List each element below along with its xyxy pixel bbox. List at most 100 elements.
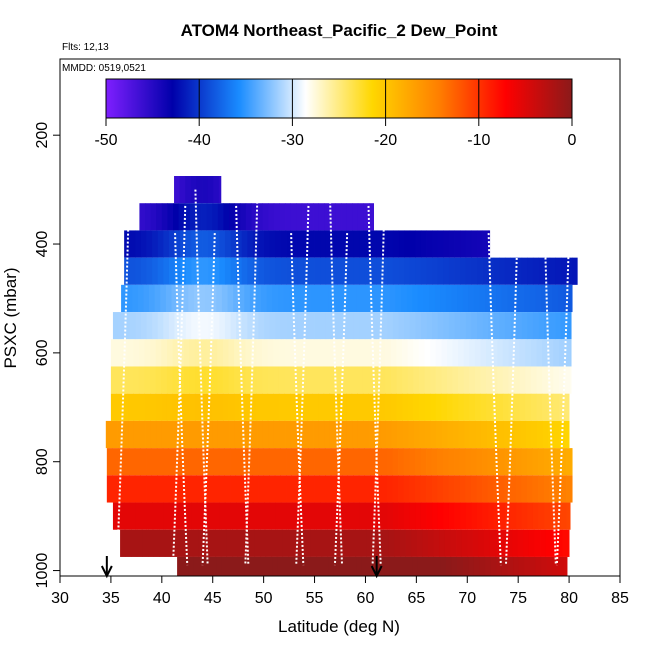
heatmap-cell [146, 475, 153, 503]
heatmap-cell [507, 284, 514, 313]
heatmap-cell [407, 366, 414, 394]
heatmap-cell [206, 393, 213, 421]
y-tick-label: 800 [34, 448, 51, 475]
heatmap-cell [312, 393, 319, 421]
heatmap-cell [376, 502, 383, 530]
heatmap-cell [189, 393, 196, 421]
heatmap-cell [190, 448, 197, 476]
heatmap-cell [129, 502, 136, 530]
heatmap-cell [419, 420, 426, 449]
heatmap-cell [256, 366, 263, 394]
heatmap-cell [222, 393, 229, 421]
heatmap-cell [413, 339, 420, 367]
heatmap-cell [300, 284, 307, 313]
heatmap-cell [319, 448, 326, 476]
heatmap-cell [273, 203, 280, 231]
heatmap-cell [398, 448, 405, 476]
heatmap-cell [345, 556, 352, 576]
heatmap-cell [208, 257, 215, 285]
heatmap-cell [411, 529, 418, 557]
heatmap-cell [538, 502, 545, 530]
heatmap-cell [182, 556, 189, 576]
heatmap-cell [340, 393, 347, 421]
heatmap-cell [469, 366, 476, 394]
heatmap-cell [247, 312, 254, 340]
heatmap-cell [106, 448, 113, 476]
heatmap-cell [448, 230, 455, 258]
heatmap-cell [196, 502, 203, 530]
heatmap-cell [389, 556, 396, 576]
heatmap-cell [313, 420, 320, 449]
x-tick-label: 60 [357, 590, 375, 607]
heatmap-cell [412, 556, 419, 576]
heatmap-cell [188, 284, 195, 313]
heatmap-cell [476, 448, 483, 476]
heatmap-cell [262, 366, 269, 394]
heatmap-cell [124, 230, 131, 258]
heatmap-cell [201, 203, 208, 231]
heatmap-cell [189, 203, 196, 231]
heatmap-cell [508, 339, 515, 367]
heatmap-cell [250, 366, 257, 394]
heatmap-cell [125, 529, 132, 557]
heatmap-cell [346, 203, 353, 231]
heatmap-cell [545, 529, 552, 557]
heatmap-cell [328, 284, 335, 313]
heatmap-cell [381, 312, 388, 340]
heatmap-cell [390, 339, 397, 367]
heatmap-cell [537, 420, 544, 449]
heatmap-cell [362, 339, 369, 367]
heatmap-cell [196, 257, 203, 285]
heatmap-cell [352, 420, 359, 449]
y-tick-label: 400 [34, 231, 51, 258]
heatmap-cell [275, 312, 282, 340]
heatmap-cell [241, 257, 248, 285]
heatmap-cell [144, 366, 151, 394]
heatmap-cell [418, 366, 425, 394]
heatmap-cell [269, 502, 276, 530]
heatmap-cell [554, 448, 561, 476]
heatmap-cell [200, 339, 207, 367]
x-tick-label: 75 [509, 590, 527, 607]
heatmap-cell [420, 475, 427, 503]
heatmap-cell [301, 366, 308, 394]
heatmap-cell [541, 556, 548, 576]
heatmap-cell [530, 393, 537, 421]
colorbar-tick-label: -40 [188, 132, 211, 149]
heatmap-cell [312, 339, 319, 367]
heatmap-cell [219, 502, 226, 530]
heatmap-cell [499, 502, 506, 530]
flight-profiles [116, 189, 571, 566]
heatmap-cell [307, 420, 314, 449]
heatmap-cell [278, 393, 285, 421]
heatmap-cell [245, 393, 252, 421]
heatmap-cell [200, 366, 207, 394]
heatmap-cell [348, 257, 355, 285]
heatmap-cell [458, 393, 465, 421]
heatmap-cell [499, 312, 506, 340]
heatmap-cell [491, 339, 498, 367]
heatmap-cell [329, 420, 336, 449]
heatmap-cell [547, 366, 554, 394]
heatmap-cell [171, 284, 178, 313]
heatmap-cell [498, 448, 505, 476]
x-axis: 30 35 40 45 50 55 60 65 70 75 80 85 [51, 575, 629, 607]
heatmap-cell [174, 502, 181, 530]
heatmap-cell [441, 339, 448, 367]
heatmap-cell [398, 257, 405, 285]
heatmap-cell [442, 475, 449, 503]
heatmap-cell [199, 556, 206, 576]
heatmap-cell [131, 529, 138, 557]
heatmap-cell [515, 448, 522, 476]
heatmap-cell [322, 556, 329, 576]
heatmap-cell [146, 312, 153, 340]
heatmap-cell [263, 475, 270, 503]
heatmap-cell [234, 339, 241, 367]
heatmap-cell [348, 230, 355, 258]
heatmap-cell [432, 257, 439, 285]
heatmap-cell [210, 556, 217, 576]
heatmap-cell [173, 420, 180, 449]
heatmap-cell [329, 393, 336, 421]
heatmap-cell [291, 475, 298, 503]
heatmap-cell [560, 448, 567, 476]
